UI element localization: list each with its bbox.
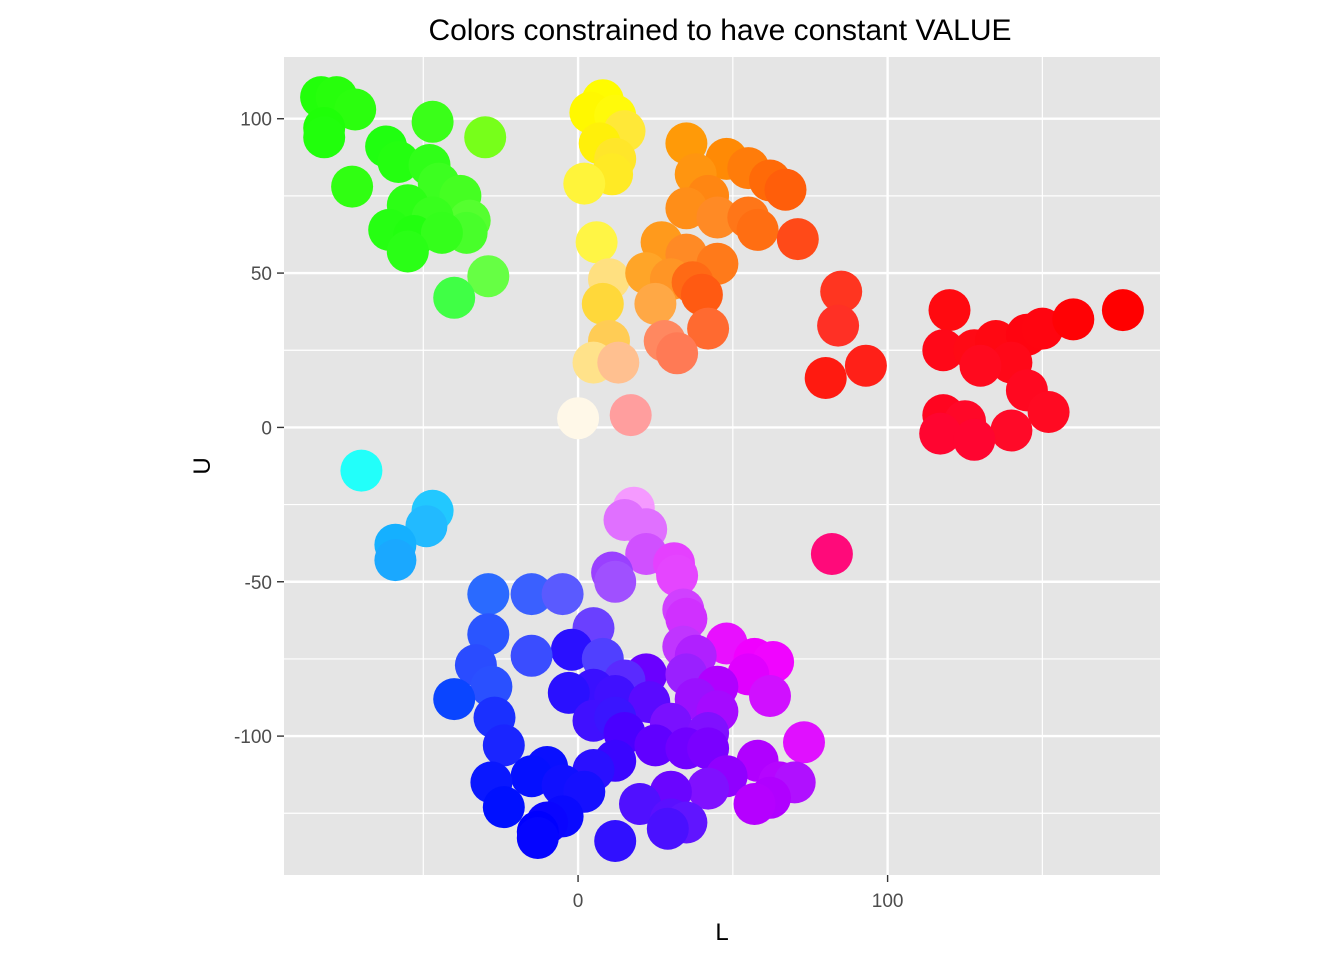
- data-point: [736, 208, 779, 251]
- data-point: [420, 211, 463, 254]
- x-tick-label: 0: [573, 891, 584, 912]
- data-point: [776, 218, 819, 261]
- chart-title: Colors constrained to have constant VALU…: [428, 14, 1011, 47]
- data-point: [733, 783, 776, 825]
- x-axis-title: L: [715, 919, 728, 946]
- data-point: [433, 678, 476, 721]
- data-point: [783, 721, 825, 764]
- data-point: [547, 671, 590, 714]
- x-tick-label: 100: [872, 891, 904, 912]
- y-axis-title: U: [189, 457, 216, 474]
- y-tick-label: 50: [251, 264, 272, 285]
- data-point: [749, 675, 791, 717]
- data-point: [922, 329, 965, 372]
- data-point: [482, 724, 525, 767]
- data-point: [687, 307, 730, 350]
- data-point: [464, 116, 507, 159]
- y-tick-label: -100: [234, 727, 272, 748]
- data-point: [467, 255, 510, 298]
- data-point: [510, 573, 553, 616]
- y-tick-label: -50: [245, 573, 272, 594]
- data-point: [656, 332, 699, 375]
- data-point: [433, 276, 476, 319]
- data-point: [563, 162, 606, 205]
- y-tick-label: 0: [261, 418, 272, 439]
- data-point: [820, 270, 863, 313]
- data-point: [510, 634, 553, 677]
- data-point: [810, 533, 853, 575]
- data-point: [334, 88, 377, 131]
- data-points: [300, 76, 1144, 862]
- axis-ticks: 0 100 100 50 0 -50 -100: [234, 110, 903, 912]
- data-point: [597, 341, 640, 384]
- data-point: [844, 344, 887, 387]
- y-tick-label: 100: [240, 110, 272, 131]
- data-point: [516, 817, 559, 859]
- data-point: [594, 560, 637, 603]
- data-point: [470, 665, 513, 708]
- data-point: [634, 282, 677, 325]
- data-point: [680, 273, 723, 316]
- data-point: [609, 394, 652, 437]
- data-point: [1027, 391, 1070, 433]
- data-point: [377, 141, 420, 183]
- data-point: [467, 573, 510, 616]
- data-point: [696, 196, 739, 239]
- data-point: [687, 767, 730, 810]
- data-point: [482, 786, 525, 829]
- data-point: [581, 282, 624, 325]
- data-point: [817, 304, 860, 347]
- data-point: [557, 397, 600, 440]
- data-point: [953, 418, 996, 461]
- data-point: [331, 165, 374, 208]
- data-point: [634, 724, 677, 767]
- data-point: [656, 554, 699, 597]
- data-point: [764, 168, 807, 211]
- data-point: [959, 344, 1002, 387]
- data-point: [594, 820, 637, 862]
- data-point: [374, 539, 417, 582]
- data-point: [990, 409, 1033, 452]
- data-point: [405, 505, 448, 548]
- data-point: [340, 449, 383, 492]
- data-point: [1052, 298, 1095, 341]
- data-point: [541, 573, 584, 616]
- data-point: [919, 412, 962, 455]
- data-point: [303, 116, 346, 159]
- data-point: [575, 221, 618, 264]
- data-point: [1101, 289, 1144, 332]
- data-point: [411, 100, 454, 143]
- data-point: [646, 807, 689, 850]
- data-point: [386, 230, 429, 273]
- data-point: [928, 289, 971, 332]
- data-point: [804, 357, 847, 399]
